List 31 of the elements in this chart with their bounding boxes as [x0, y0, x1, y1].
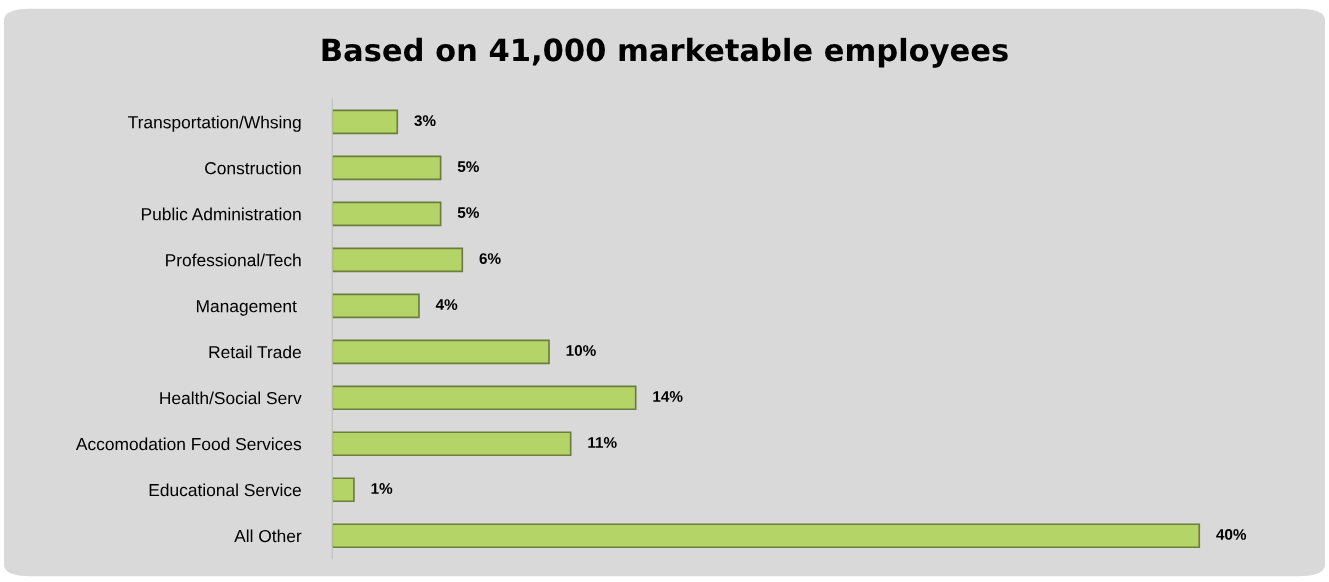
data-label: 3%: [414, 115, 436, 127]
data-label: 11%: [588, 437, 617, 448]
y-tick-label: Transportation/Whsing: [128, 115, 301, 132]
data-label: 40%: [1216, 529, 1247, 540]
bar: [332, 155, 442, 181]
bar: [332, 201, 442, 227]
bar: [332, 247, 464, 273]
y-tick-label: Management: [196, 300, 297, 316]
y-tick-label: Accomodation Food Services: [75, 437, 302, 451]
data-label: 5%: [457, 161, 479, 173]
bar: [332, 523, 1201, 549]
bar: [332, 293, 420, 319]
y-tick-label: Educational Service: [149, 483, 301, 497]
data-label: 14%: [653, 391, 683, 402]
data-label: 4%: [435, 299, 458, 310]
y-tick-label: Professional/Tech: [166, 253, 301, 267]
data-label: 1%: [371, 483, 393, 494]
y-tick-label: Construction: [205, 161, 301, 175]
y-tick-label: Public Administration: [141, 207, 301, 221]
data-label: 6%: [479, 253, 501, 264]
data-label: 10%: [566, 345, 596, 356]
y-tick-label: All Other: [234, 529, 302, 543]
chart-title: Based on 41,000 marketable employees: [322, 37, 1008, 68]
bar: [332, 385, 637, 411]
y-tick-label: Retail Trade: [209, 345, 301, 359]
bar: [332, 339, 550, 365]
bar: [332, 109, 399, 135]
y-tick-label: Health/Social Serv: [160, 391, 302, 405]
bar: [332, 431, 572, 457]
bar: [332, 477, 355, 503]
data-label: 5%: [457, 207, 479, 218]
